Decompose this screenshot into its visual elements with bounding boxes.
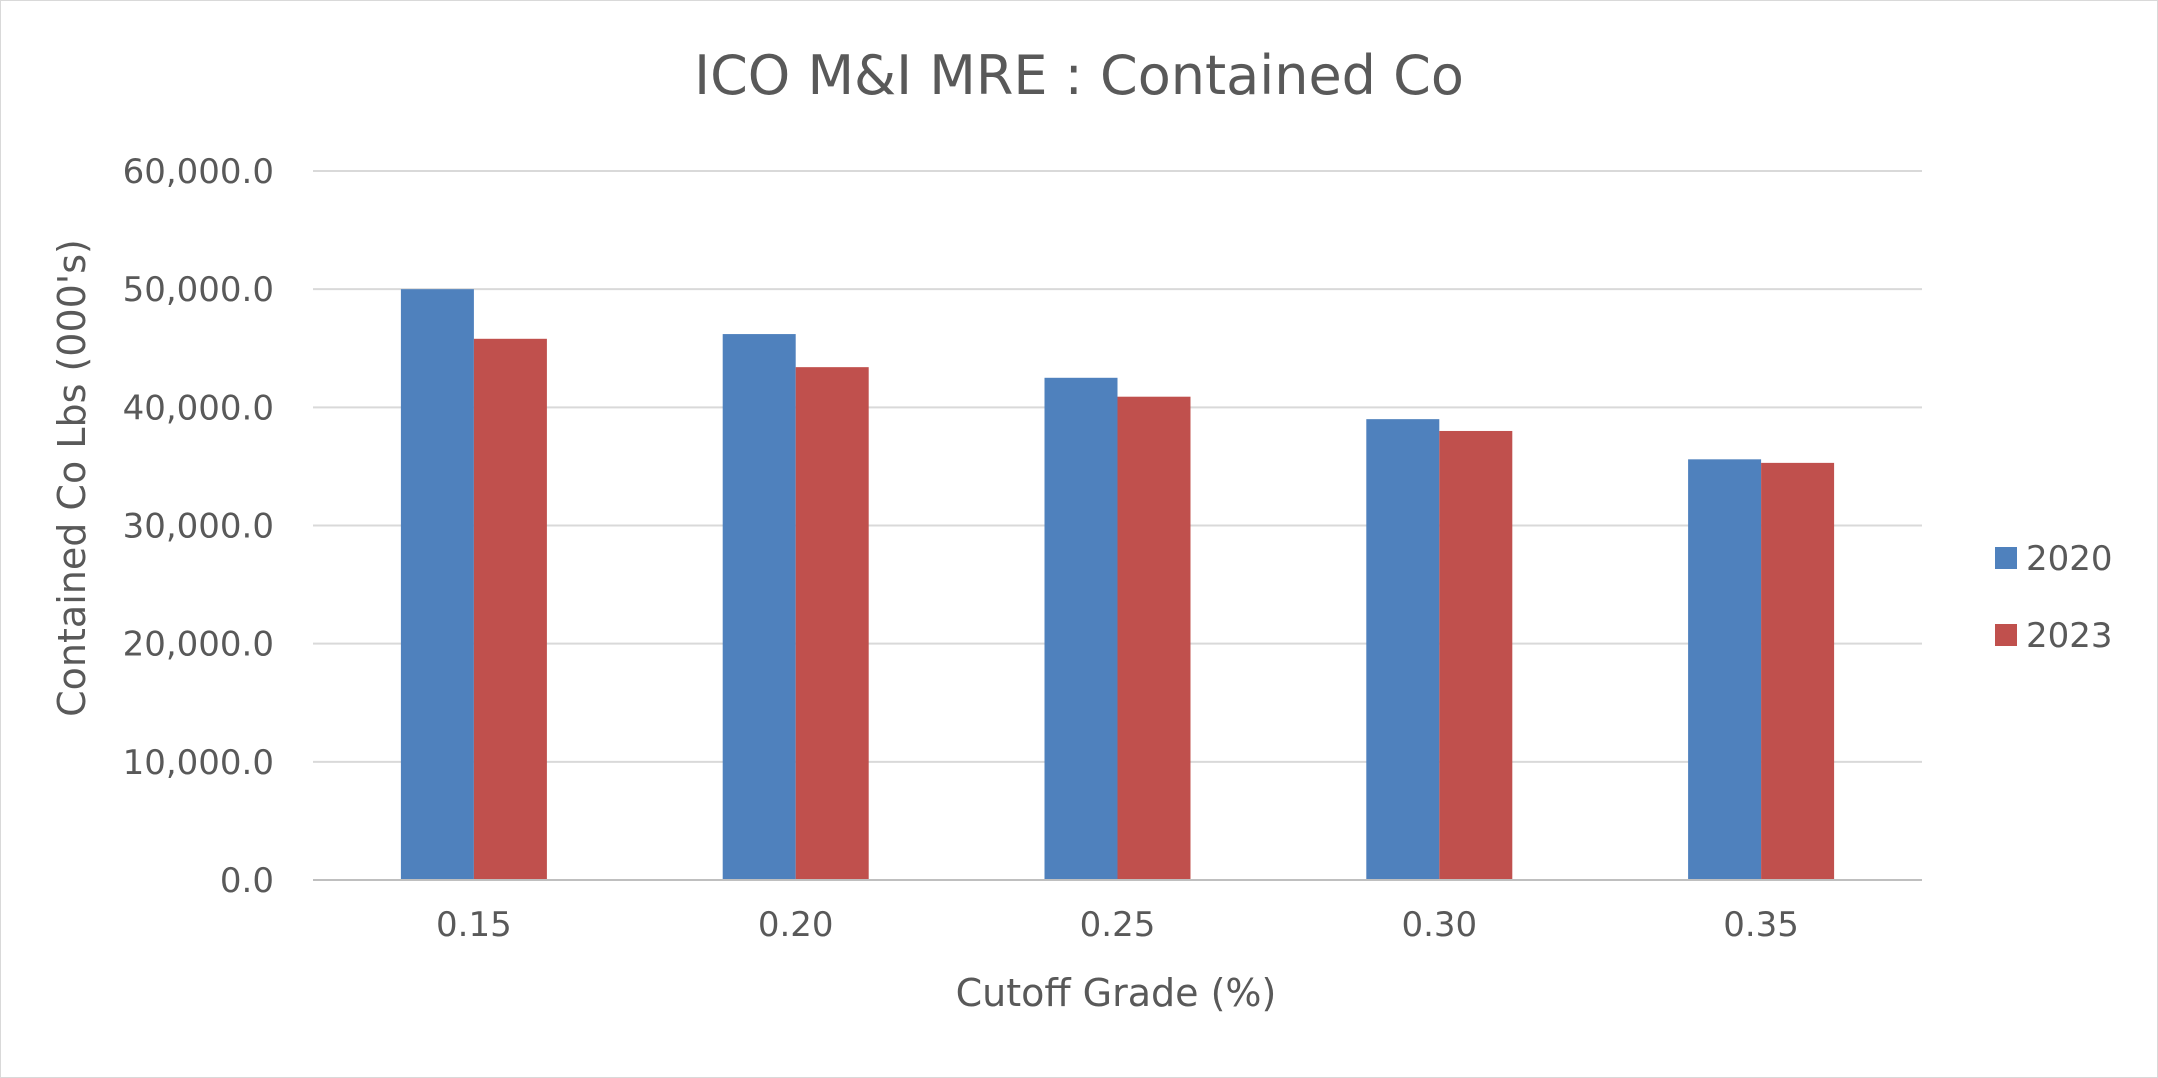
x-tick-label: 0.20 — [758, 905, 834, 945]
bar-2020-0-20 — [722, 334, 796, 880]
bar-2023-0-20 — [795, 367, 869, 880]
x-tick-label: 0.25 — [1080, 905, 1156, 945]
bar-2020-0-35 — [1688, 459, 1762, 880]
y-tick-label: 60,000.0 — [123, 152, 274, 192]
chart-title: ICO M&I MRE : Contained Co — [694, 44, 1464, 107]
y-tick-label: 0.0 — [220, 861, 274, 901]
bar-2020-0-25 — [1044, 377, 1118, 880]
x-tick-label: 0.30 — [1401, 905, 1477, 945]
y-tick-label: 50,000.0 — [123, 270, 274, 310]
bar-2020-0-30 — [1366, 419, 1440, 880]
y-tick-label: 30,000.0 — [123, 507, 274, 547]
y-tick-label: 40,000.0 — [123, 388, 274, 428]
x-axis-labels: 0.15 0.20 0.25 0.30 0.35 — [436, 905, 1799, 945]
x-tick-label: 0.35 — [1723, 905, 1799, 945]
bar-2020-0-15 — [400, 289, 474, 881]
legend-swatch-2023 — [1995, 624, 2017, 646]
x-axis-title: Cutoff Grade (%) — [956, 971, 1277, 1015]
legend-swatch-2020 — [1995, 547, 2017, 569]
y-axis-labels: 0.0 10,000.0 20,000.0 30,000.0 40,000.0 50,00… — [123, 152, 274, 901]
x-tick-label: 0.15 — [436, 905, 512, 945]
y-tick-label: 20,000.0 — [123, 625, 274, 665]
bar-2023-0-35 — [1761, 462, 1835, 880]
y-tick-label: 10,000.0 — [123, 743, 274, 783]
bar-2023-0-30 — [1439, 430, 1513, 880]
legend: 2020 2023 — [1995, 539, 2113, 656]
bars — [400, 289, 1835, 881]
legend-label-2020: 2020 — [2026, 539, 2113, 579]
legend-label-2023: 2023 — [2026, 616, 2113, 656]
bar-2023-0-25 — [1117, 396, 1191, 880]
bar-2023-0-15 — [473, 338, 547, 881]
y-axis-title: Contained Co Lbs (000's) — [50, 239, 94, 717]
